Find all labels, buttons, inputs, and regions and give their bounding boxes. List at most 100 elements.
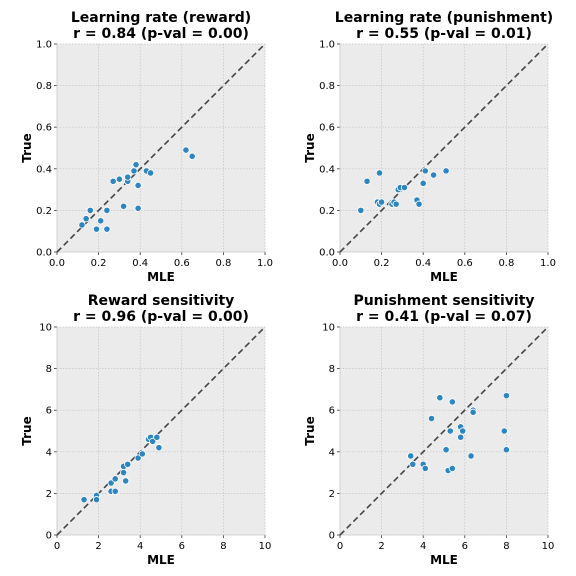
data-point [107,479,115,487]
data-point [78,221,86,229]
data-point [448,398,456,406]
data-point [155,444,163,452]
x-tick-label: 0.4 [132,258,148,269]
data-point [97,217,105,225]
panel-subtitle: r = 0.55 (p-val = 0.01) [356,26,532,42]
y-tick-label: 0.4 [36,164,52,175]
y-tick-label: 0.8 [319,81,335,92]
data-point [132,161,140,169]
data-point [119,468,128,477]
x-tick-label: 8 [220,541,226,552]
x-axis-label: MLE [147,270,175,284]
y-tick-label: 0.4 [319,164,335,175]
data-point [153,433,161,441]
x-tick-label: 6 [179,541,185,552]
data-point [442,446,450,454]
data-point [375,169,384,177]
data-point [415,200,423,208]
y-tick-label: 6 [329,406,335,417]
x-axis-label: MLE [430,270,458,284]
data-point [92,496,101,504]
x-tick-label: 4 [420,541,426,552]
data-point [92,225,101,233]
data-point [409,460,417,468]
data-point [182,146,190,154]
y-tick-label: 4 [46,447,52,458]
data-point [130,167,138,175]
data-point [448,464,456,473]
panel-title: Punishment sensitivity [353,293,534,309]
x-tick-label: 1.0 [257,258,273,269]
y-axis-label: True [303,133,317,162]
data-point [80,496,88,504]
data-point [147,169,155,177]
scatter-panel-1: 0.00.0 0.2 0.2 0.4 0.4 0.6 0.6 0.8 0.8 1.0 1.0 Lear… [20,10,273,284]
x-tick-label: 0.6 [174,258,190,269]
y-tick-label: 10 [322,323,335,334]
data-point [442,167,450,175]
data-point [400,183,409,192]
y-tick-label: 0.2 [36,206,52,217]
data-point [109,177,117,185]
x-tick-label: 8 [503,541,509,552]
panel-subtitle: r = 0.84 (p-val = 0.00) [73,26,249,42]
data-point [427,414,436,423]
data-point [103,225,111,233]
data-point [115,175,124,183]
x-tick-label: 0.4 [415,258,431,269]
panel-title: Learning rate (punishment) [335,10,553,26]
x-tick-label: 1.0 [540,258,556,269]
data-point [134,454,142,462]
data-point [188,152,196,160]
x-tick-label: 6 [462,541,468,552]
data-point [436,394,444,402]
x-tick-label: 0.0 [332,258,348,269]
x-tick-label: 0 [337,541,343,552]
x-tick-label: 2 [95,541,101,552]
data-point [111,487,119,495]
data-point [502,446,510,454]
x-tick-label: 0 [54,541,60,552]
data-point [134,204,142,212]
y-tick-label: 0.0 [319,248,335,259]
x-axis-label: MLE [147,553,175,567]
x-tick-label: 10 [259,541,272,552]
x-tick-label: 0.6 [457,258,473,269]
y-tick-label: 0.6 [36,123,52,134]
data-point [467,452,475,460]
data-point [502,392,510,400]
y-tick-label: 8 [329,364,335,375]
x-tick-label: 0.8 [215,258,231,269]
data-point [357,206,365,214]
data-point [119,202,128,210]
x-tick-label: 0.2 [91,258,107,269]
y-tick-label: 0.6 [319,123,335,134]
y-axis-label: True [20,133,34,162]
identity-line [56,43,266,253]
y-tick-label: 0 [46,531,52,542]
data-point [500,427,508,435]
y-tick-label: 0.2 [319,206,335,217]
y-tick-label: 0 [329,531,335,542]
y-tick-label: 10 [39,323,52,334]
x-tick-label: 4 [137,541,143,552]
data-point [469,408,477,416]
data-point [363,177,371,185]
x-tick-label: 0.8 [498,258,514,269]
y-tick-label: 1.0 [319,40,335,51]
data-point [419,179,427,187]
panel-subtitle: r = 0.41 (p-val = 0.07) [356,309,532,325]
data-point [82,215,90,223]
data-point [122,477,130,485]
data-point [446,427,454,435]
x-axis-label: MLE [430,553,458,567]
x-tick-label: 2 [378,541,384,552]
y-tick-label: 4 [329,447,335,458]
data-point [421,167,429,175]
panel-title: Learning rate (reward) [71,10,251,26]
data-point [457,433,465,441]
y-tick-label: 0.8 [36,81,52,92]
